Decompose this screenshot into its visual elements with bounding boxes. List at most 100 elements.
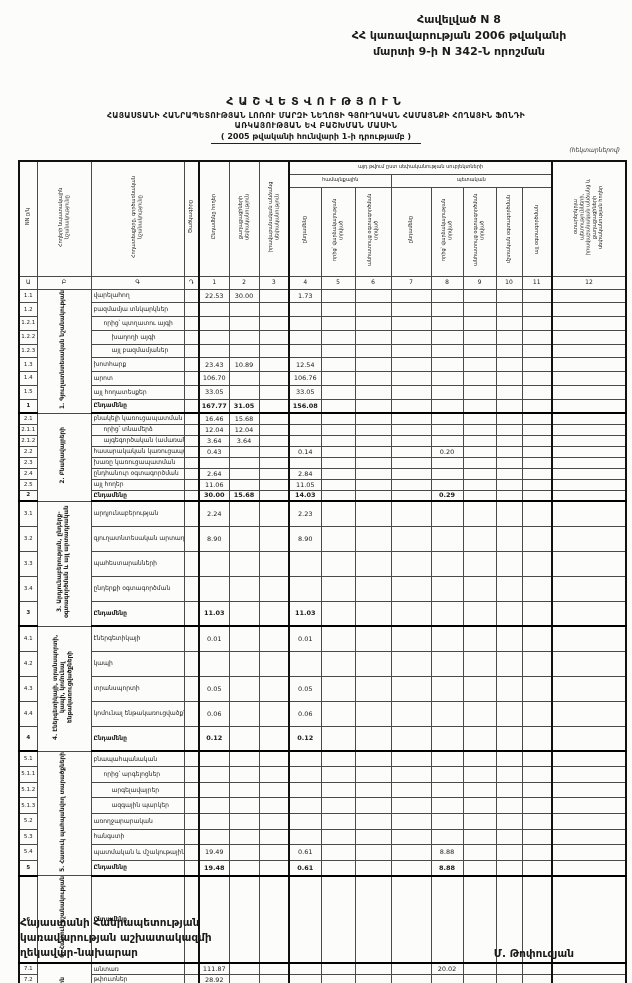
value-cell xyxy=(551,797,627,814)
row-num-cell: 2.1 xyxy=(18,412,38,425)
row-num-cell: 1.2 xyxy=(18,302,38,318)
value-cell xyxy=(551,781,627,799)
value-cell xyxy=(288,456,322,469)
code-cell xyxy=(183,750,200,768)
land-name-cell: գյուղատնտեսական արտադրական xyxy=(90,525,185,552)
value-cell xyxy=(258,700,290,727)
value-cell xyxy=(354,412,392,425)
code-cell xyxy=(183,384,200,400)
value-cell xyxy=(430,371,464,386)
value-cell xyxy=(288,650,322,677)
value-cell xyxy=(521,371,553,386)
value-cell xyxy=(521,575,553,602)
value-cell xyxy=(462,962,497,975)
value-cell: 3.64 xyxy=(228,434,260,447)
row-num-cell: 3 xyxy=(18,600,38,627)
table-row: 2.1.2 այգեգործական (ամառանոց.) 3.643.64 xyxy=(18,434,627,447)
land-name-cell: որից՝ տնամերձ xyxy=(90,423,185,436)
value-cell xyxy=(521,329,553,345)
table-row: 2.1.1 որից՝ տնամերձ 12.04 12.04 xyxy=(18,423,627,436)
value-cell xyxy=(198,302,230,318)
value-cell xyxy=(354,302,392,318)
title-underline xyxy=(211,143,421,144)
value-cell xyxy=(354,781,392,799)
land-name-cell: բազմամյա տնկարկներ xyxy=(90,302,185,318)
col-header-citizens: քաղաքացիների սեփականություն xyxy=(228,160,260,277)
value-cell: 8.90 xyxy=(198,525,230,552)
value-cell xyxy=(551,625,627,652)
value-cell xyxy=(228,725,260,752)
section-label-cell: 7. Անտառային xyxy=(36,962,92,983)
value-cell xyxy=(354,423,392,436)
value-cell xyxy=(430,781,464,799)
value-cell xyxy=(198,781,230,799)
value-cell xyxy=(462,288,497,304)
value-cell xyxy=(551,828,627,846)
value-cell xyxy=(551,343,627,359)
value-cell xyxy=(228,750,260,768)
value-cell xyxy=(390,725,432,752)
land-name-cell: կապի xyxy=(90,650,185,677)
value-cell xyxy=(390,525,432,552)
value-cell xyxy=(320,859,356,877)
value-cell xyxy=(495,398,523,414)
value-cell xyxy=(228,456,260,469)
value-cell xyxy=(551,288,627,304)
value-cell xyxy=(198,316,230,331)
value-cell xyxy=(521,423,553,436)
value-cell xyxy=(288,412,322,425)
value-cell xyxy=(521,859,553,877)
col-subheader-10-text: մշտական օգտագործման xyxy=(505,195,512,264)
code-cell xyxy=(183,550,200,577)
value-cell xyxy=(462,844,497,861)
row-num-cell: 2.2 xyxy=(18,445,38,458)
section-label-cell: 6. Հատուկ նշանակության xyxy=(36,875,92,965)
value-cell xyxy=(228,675,260,702)
value-cell xyxy=(462,859,497,877)
appendix-line-2: ՀՀ կառավարության 2006 թվականի xyxy=(351,28,567,42)
value-cell xyxy=(495,456,523,469)
value-cell xyxy=(320,445,356,458)
value-cell xyxy=(258,467,290,480)
value-cell: 11.05 xyxy=(288,478,322,491)
value-cell xyxy=(228,316,260,331)
value-cell xyxy=(354,575,392,602)
value-cell xyxy=(320,700,356,727)
value-cell xyxy=(390,500,432,527)
table-row: 1.2.2 խաղողի այգի xyxy=(18,329,627,345)
value-cell xyxy=(521,828,553,846)
value-cell xyxy=(198,575,230,602)
value-cell xyxy=(288,797,322,814)
value-cell xyxy=(495,859,523,877)
value-cell xyxy=(462,625,497,652)
code-cell xyxy=(183,467,200,480)
value-cell xyxy=(258,412,290,425)
value-cell xyxy=(495,725,523,752)
value-cell xyxy=(390,600,432,627)
value-cell xyxy=(462,302,497,318)
value-cell xyxy=(495,302,523,318)
value-cell xyxy=(320,875,356,965)
code-cell xyxy=(183,812,200,830)
value-cell xyxy=(320,343,356,359)
value-cell xyxy=(551,875,627,965)
row-num-cell: 3.2 xyxy=(18,525,38,552)
land-name-cell: խառը կառուցապատման xyxy=(90,456,185,469)
section-label-cell: 2. Բնակավայրերի xyxy=(36,412,92,502)
code-cell xyxy=(183,302,200,318)
land-name-cell: Ընդամենը xyxy=(90,859,185,877)
value-cell xyxy=(495,575,523,602)
value-cell xyxy=(354,700,392,727)
col-number: Գ xyxy=(90,275,185,290)
col-subheader-5-text: որից՝ վարձակալության տրված xyxy=(331,198,344,261)
value-cell xyxy=(495,288,523,304)
table-row: 1.2 բազմամյա տնկարկներ xyxy=(18,302,627,318)
value-cell xyxy=(354,357,392,373)
section-label-cell: 1. Գյուղատնտեսական նշանակության xyxy=(36,288,92,414)
row-num-cell: 5.1.2 xyxy=(18,781,38,799)
value-cell xyxy=(551,329,627,345)
col-header-legal: իրավաբանական անձանց սեփականություն xyxy=(258,160,290,277)
value-cell xyxy=(430,434,464,447)
col-group-state: պետական xyxy=(390,173,553,188)
value-cell: 33.05 xyxy=(288,384,322,400)
